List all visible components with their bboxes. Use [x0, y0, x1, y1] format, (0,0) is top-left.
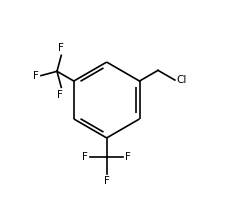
Text: F: F	[125, 152, 131, 162]
Text: F: F	[57, 90, 63, 100]
Text: F: F	[104, 176, 110, 186]
Text: F: F	[82, 152, 88, 162]
Text: Cl: Cl	[177, 75, 187, 85]
Text: F: F	[58, 43, 64, 53]
Text: F: F	[33, 71, 39, 81]
